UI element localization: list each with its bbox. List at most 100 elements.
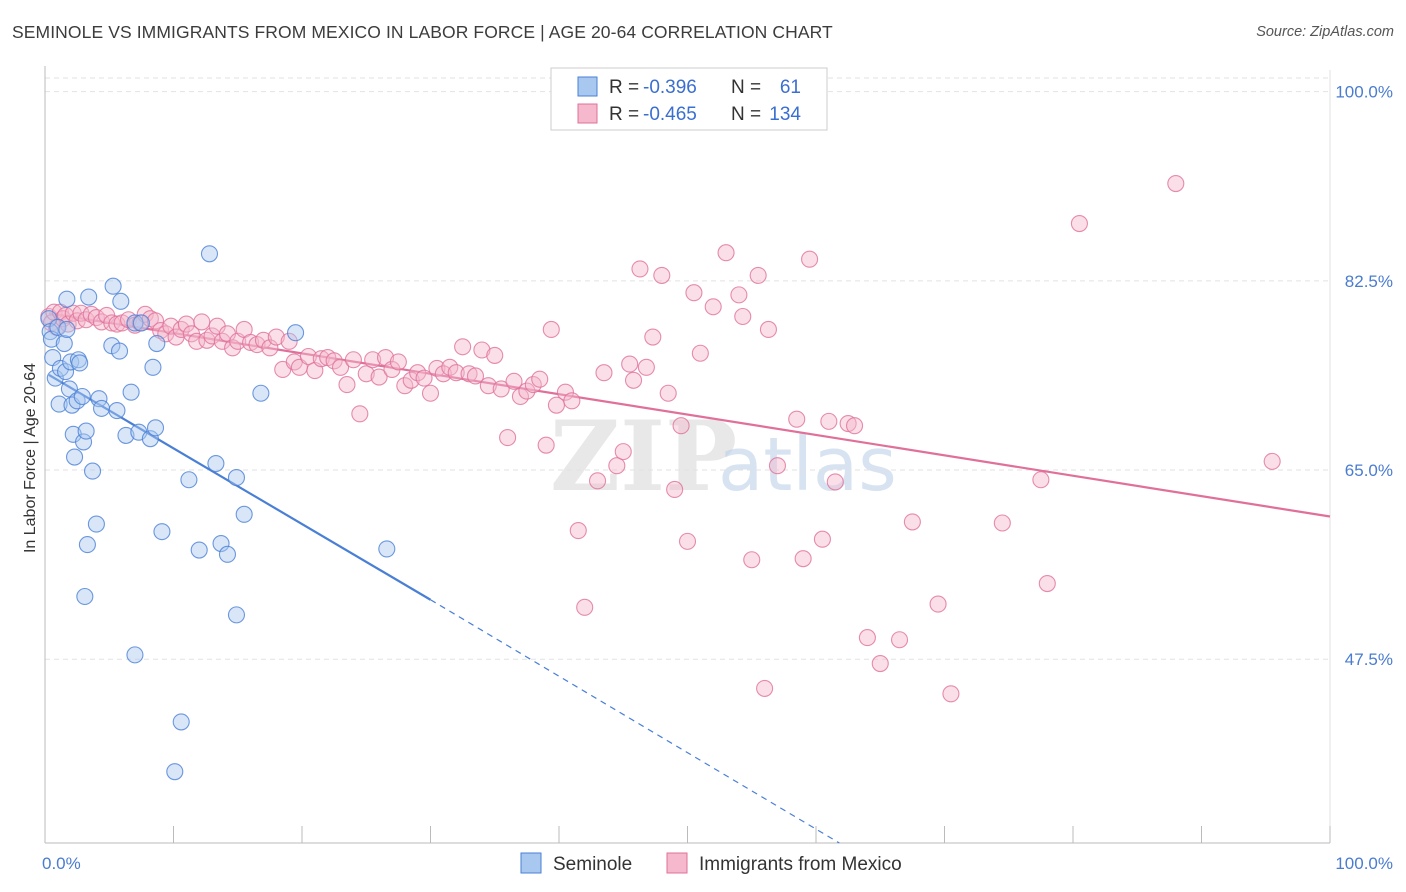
mexico-point bbox=[357, 365, 375, 383]
x-tick-label: 100.0% bbox=[1335, 854, 1393, 873]
axes bbox=[44, 66, 1331, 844]
mexico-point bbox=[261, 339, 279, 357]
bottom-legend-label-mexico: Immigrants from Mexico bbox=[699, 854, 902, 875]
seminole-point bbox=[172, 713, 190, 731]
mexico-point bbox=[794, 550, 812, 568]
mexico-point bbox=[614, 443, 632, 461]
seminole-point bbox=[212, 534, 230, 553]
mexico-point bbox=[556, 383, 574, 401]
seminole-point bbox=[76, 587, 94, 606]
data-points bbox=[40, 174, 1281, 781]
bottom-legend: Seminole Immigrants from Mexico bbox=[520, 852, 902, 875]
mexico-point bbox=[486, 346, 504, 364]
watermark-atlas: atlas bbox=[718, 422, 897, 508]
seminole-trend-extension bbox=[430, 599, 840, 844]
seminole-point bbox=[144, 358, 162, 376]
mexico-point bbox=[813, 530, 831, 548]
seminole-point bbox=[58, 290, 76, 308]
tick-labels: 47.5% 65.0% 82.5% 100.0% 0.0% 100.0% bbox=[42, 83, 1393, 873]
mexico-point bbox=[1167, 174, 1185, 193]
mexico-point bbox=[730, 286, 748, 304]
mexico-point bbox=[242, 333, 260, 351]
mexico-point bbox=[537, 436, 555, 454]
trend-lines bbox=[48, 312, 1331, 844]
seminole-point bbox=[40, 310, 58, 328]
mexico-point bbox=[704, 298, 722, 316]
mexico-point bbox=[749, 266, 767, 284]
legend-swatch-mexico bbox=[577, 103, 598, 124]
seminole-point bbox=[141, 430, 159, 448]
seminole-point bbox=[78, 536, 96, 554]
mexico-point bbox=[595, 364, 613, 382]
mexico-point bbox=[152, 321, 170, 340]
mexico-point bbox=[1032, 471, 1050, 489]
mexico-point bbox=[734, 307, 752, 326]
seminole-point bbox=[207, 454, 225, 473]
seminole-point bbox=[227, 606, 246, 624]
legend-r-label-seminole: R = bbox=[609, 77, 644, 98]
seminole-point bbox=[55, 334, 73, 353]
mexico-point bbox=[542, 320, 560, 339]
mexico-point bbox=[608, 457, 626, 475]
mexico-point bbox=[691, 344, 709, 362]
seminole-point bbox=[83, 462, 102, 480]
seminole-point bbox=[66, 448, 84, 466]
watermark: ZIP atlas bbox=[550, 400, 897, 513]
seminole-point bbox=[126, 314, 144, 332]
mexico-point bbox=[993, 514, 1011, 532]
bottom-legend-label-seminole: Seminole bbox=[553, 854, 632, 875]
mexico-point bbox=[338, 376, 356, 394]
mexico-point bbox=[621, 355, 639, 373]
seminole-point bbox=[75, 433, 93, 451]
seminole-point bbox=[117, 426, 135, 444]
mexico-point bbox=[434, 365, 452, 383]
mexico-point bbox=[531, 370, 549, 388]
seminole-point bbox=[80, 288, 98, 306]
seminole-point bbox=[378, 540, 396, 558]
mexico-point bbox=[839, 414, 857, 433]
seminole-point bbox=[73, 387, 91, 406]
mexico-point bbox=[569, 522, 587, 540]
mexico-point bbox=[364, 351, 382, 369]
mexico-point bbox=[1070, 214, 1088, 233]
seminole-point bbox=[60, 380, 78, 398]
seminole-point bbox=[77, 422, 95, 440]
mexico-point bbox=[588, 472, 607, 490]
mexico-point bbox=[415, 369, 433, 387]
seminole-point bbox=[57, 363, 75, 381]
seminole-point bbox=[235, 505, 253, 523]
legend-r-label-mexico: R = bbox=[609, 104, 644, 125]
mexico-point bbox=[59, 315, 77, 333]
mexico-point bbox=[820, 412, 838, 430]
seminole-point bbox=[108, 402, 126, 420]
mexico-point bbox=[103, 314, 121, 332]
mexico-point bbox=[637, 358, 655, 376]
seminole-point bbox=[50, 395, 68, 413]
legend-n-value-seminole: 61 bbox=[780, 77, 801, 98]
mexico-point bbox=[563, 392, 581, 410]
mexico-point bbox=[193, 313, 211, 331]
mexico-point bbox=[890, 631, 909, 649]
seminole-point bbox=[218, 545, 237, 563]
mexico-point bbox=[447, 364, 465, 382]
seminole-point bbox=[200, 245, 219, 263]
chart-title: SEMINOLE VS IMMIGRANTS FROM MEXICO IN LA… bbox=[12, 22, 833, 42]
mexico-point bbox=[743, 551, 761, 569]
legend-r-value-seminole: -0.396 bbox=[643, 77, 697, 98]
source-label: Source: ZipAtlas.com bbox=[1256, 24, 1394, 40]
mexico-point bbox=[929, 595, 947, 613]
seminole-point bbox=[287, 324, 305, 342]
x-tick-label: 0.0% bbox=[42, 854, 81, 873]
bottom-legend-swatch-mexico bbox=[666, 852, 688, 874]
seminole-point bbox=[92, 399, 111, 417]
seminole-point bbox=[153, 523, 171, 541]
mexico-point bbox=[903, 513, 921, 531]
seminole-point bbox=[51, 359, 69, 377]
legend-r-value-mexico: -0.465 bbox=[643, 104, 697, 125]
seminole-point bbox=[58, 320, 76, 339]
seminole-point bbox=[148, 334, 166, 353]
mexico-point bbox=[666, 480, 684, 499]
mexico-point bbox=[871, 654, 889, 673]
mexico-point bbox=[717, 244, 735, 262]
